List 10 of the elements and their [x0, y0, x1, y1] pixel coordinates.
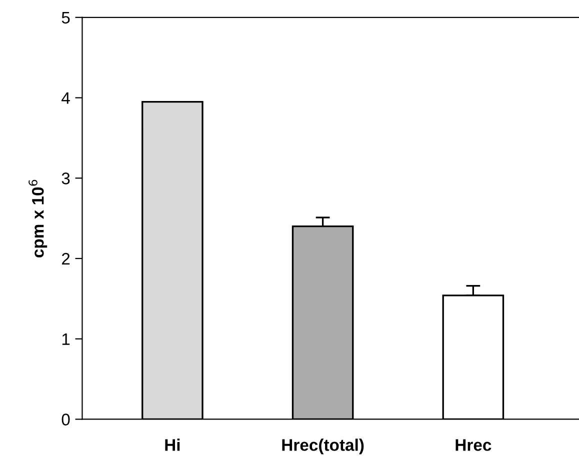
y-axis-title: cpm x 10$^{6}$: [28, 180, 48, 258]
x-tick-label: Hrec(total): [282, 438, 364, 454]
y-tick-label: 5: [62, 12, 70, 24]
x-tick-label: Hrec: [456, 439, 492, 451]
y-tick-label: 1: [62, 333, 70, 345]
y-tick-label: 2: [62, 252, 70, 265]
y-tick-label: 3: [62, 172, 70, 184]
x-tick-label: Hi: [165, 438, 180, 451]
y-tick-label: 0: [62, 414, 70, 426]
y-tick-label: 4: [62, 92, 70, 104]
